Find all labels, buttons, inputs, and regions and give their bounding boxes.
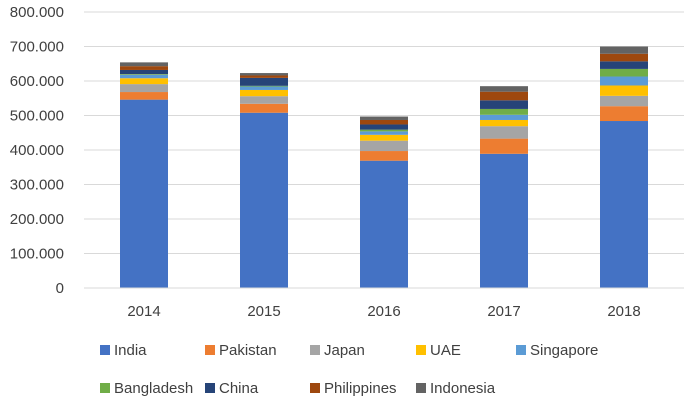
legend-item-singapore: Singapore bbox=[516, 342, 598, 359]
bar-segment-indonesia-2018 bbox=[600, 46, 648, 54]
legend-swatch bbox=[205, 345, 215, 355]
legend: India Pakistan Japan UAE Singapore Bangladesh… bbox=[100, 342, 598, 397]
legend-label: Singapore bbox=[530, 342, 598, 359]
bar-segment-japan-2016 bbox=[360, 140, 408, 152]
legend-item-china: China bbox=[205, 380, 259, 397]
x-axis-tick-labels: 2014 2015 2016 2017 2018 bbox=[127, 303, 640, 320]
x-tick-label: 2017 bbox=[487, 303, 520, 320]
bar-segment-india-2018 bbox=[600, 121, 648, 289]
y-tick-label: 100.000 bbox=[10, 246, 64, 263]
bar-segment-philippines-2014 bbox=[120, 66, 168, 70]
bar-segment-japan-2017 bbox=[480, 126, 528, 139]
y-tick-label: 600.000 bbox=[10, 73, 64, 90]
legend-label: Bangladesh bbox=[114, 380, 193, 397]
y-tick-label: 200.000 bbox=[10, 211, 64, 228]
bar-segment-japan-2018 bbox=[600, 95, 648, 107]
bar-segment-china-2015 bbox=[240, 77, 288, 86]
legend-label: UAE bbox=[430, 342, 461, 359]
y-tick-label: 800.000 bbox=[10, 4, 64, 21]
bar-segment-indonesia-2017 bbox=[480, 86, 528, 92]
legend-item-uae: UAE bbox=[416, 342, 461, 359]
x-tick-label: 2016 bbox=[367, 303, 400, 320]
bar-segment-india-2014 bbox=[120, 99, 168, 288]
bar-segment-uae-2017 bbox=[480, 119, 528, 127]
legend-item-india: India bbox=[100, 342, 147, 359]
bar-segment-pakistan-2014 bbox=[120, 92, 168, 100]
bar-segment-philippines-2017 bbox=[480, 91, 528, 101]
bar-segment-indonesia-2016 bbox=[360, 116, 408, 120]
bar-segment-singapore-2014 bbox=[120, 74, 168, 79]
x-tick-label: 2015 bbox=[247, 303, 280, 320]
x-tick-label: 2014 bbox=[127, 303, 160, 320]
legend-swatch bbox=[100, 345, 110, 355]
bar-segment-uae-2016 bbox=[360, 134, 408, 141]
bar-segment-china-2016 bbox=[360, 124, 408, 130]
bar-segment-indonesia-2014 bbox=[120, 62, 168, 67]
legend-label: Pakistan bbox=[219, 342, 277, 359]
legend-item-bangladesh: Bangladesh bbox=[100, 380, 193, 397]
bar-segment-singapore-2015 bbox=[240, 86, 288, 90]
legend-item-indonesia: Indonesia bbox=[416, 380, 496, 397]
bar-segment-pakistan-2018 bbox=[600, 106, 648, 122]
y-tick-label: 700.000 bbox=[10, 39, 64, 56]
bar-segment-philippines-2015 bbox=[240, 75, 288, 78]
bar-segment-philippines-2018 bbox=[600, 53, 648, 62]
legend-label: Japan bbox=[324, 342, 365, 359]
bar-segment-bangladesh-2016 bbox=[360, 129, 408, 132]
x-tick-label: 2018 bbox=[607, 303, 640, 320]
bar-segment-bangladesh-2018 bbox=[600, 68, 648, 77]
bar-segment-uae-2015 bbox=[240, 89, 288, 97]
y-tick-label: 300.000 bbox=[10, 177, 64, 194]
bar-segment-uae-2018 bbox=[600, 85, 648, 96]
y-tick-label: 400.000 bbox=[10, 142, 64, 159]
bar-segment-japan-2015 bbox=[240, 96, 288, 104]
bar-segment-india-2015 bbox=[240, 112, 288, 289]
legend-label: Philippines bbox=[324, 380, 397, 397]
legend-label: Indonesia bbox=[430, 380, 496, 397]
y-axis-tick-labels: 0 100.000 200.000 300.000 400.000 500.000 600.… bbox=[10, 4, 64, 297]
legend-swatch bbox=[310, 383, 320, 393]
legend-swatch bbox=[516, 345, 526, 355]
bar-segment-bangladesh-2015 bbox=[240, 85, 288, 87]
legend-swatch bbox=[416, 345, 426, 355]
bar-segment-indonesia-2015 bbox=[240, 73, 288, 76]
legend-label: China bbox=[219, 380, 259, 397]
legend-item-japan: Japan bbox=[310, 342, 365, 359]
bar-segment-india-2016 bbox=[360, 160, 408, 288]
legend-label: India bbox=[114, 342, 147, 359]
bar-segment-singapore-2016 bbox=[360, 131, 408, 135]
bar-segment-pakistan-2015 bbox=[240, 103, 288, 113]
legend-swatch bbox=[205, 383, 215, 393]
bar-segment-singapore-2017 bbox=[480, 114, 528, 120]
bar-segment-japan-2014 bbox=[120, 84, 168, 93]
bar-segment-uae-2014 bbox=[120, 78, 168, 85]
legend-swatch bbox=[310, 345, 320, 355]
bar-segment-bangladesh-2017 bbox=[480, 108, 528, 115]
bar-segment-china-2018 bbox=[600, 61, 648, 69]
bar-segment-pakistan-2017 bbox=[480, 138, 528, 154]
bars bbox=[120, 46, 648, 289]
bar-segment-singapore-2018 bbox=[600, 76, 648, 86]
legend-swatch bbox=[100, 383, 110, 393]
bar-segment-bangladesh-2014 bbox=[120, 74, 168, 75]
y-tick-label: 500.000 bbox=[10, 108, 64, 125]
legend-item-philippines: Philippines bbox=[310, 380, 397, 397]
bar-segment-china-2017 bbox=[480, 100, 528, 109]
y-tick-label: 0 bbox=[56, 280, 64, 297]
bar-segment-china-2014 bbox=[120, 69, 168, 75]
bar-segment-pakistan-2016 bbox=[360, 151, 408, 161]
legend-item-pakistan: Pakistan bbox=[205, 342, 277, 359]
legend-swatch bbox=[416, 383, 426, 393]
bar-segment-india-2017 bbox=[480, 153, 528, 288]
bar-segment-philippines-2016 bbox=[360, 119, 408, 125]
